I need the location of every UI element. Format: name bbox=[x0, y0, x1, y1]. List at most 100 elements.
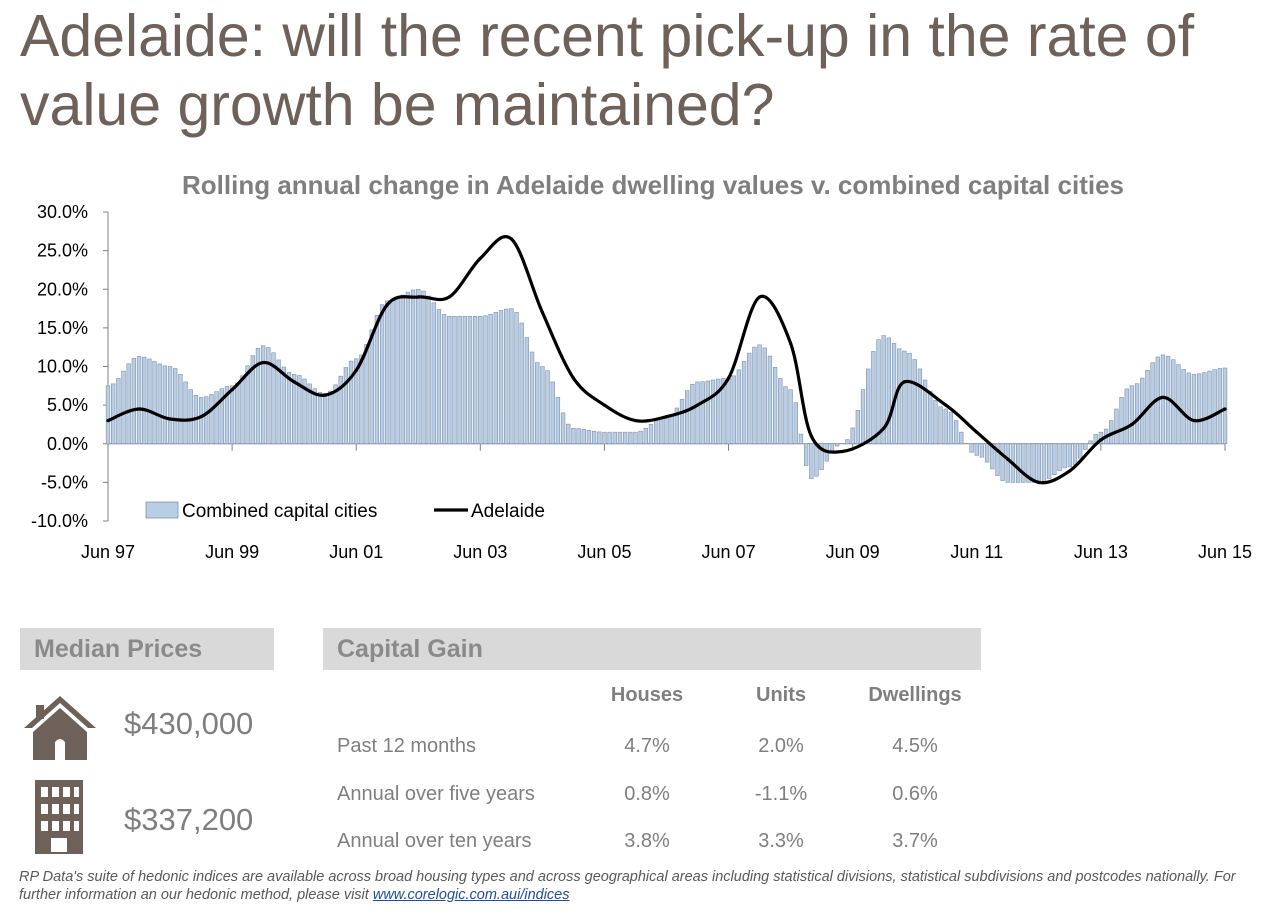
bar bbox=[1026, 443, 1031, 483]
bar bbox=[591, 430, 597, 445]
chart-legend: Combined capital cities Adelaide bbox=[145, 501, 545, 522]
x-tick-label: Jun 05 bbox=[577, 542, 631, 562]
bar bbox=[1207, 370, 1212, 445]
line-point bbox=[137, 407, 141, 411]
line-point bbox=[416, 295, 420, 299]
line-point bbox=[1037, 480, 1041, 484]
bar bbox=[809, 443, 814, 479]
bar bbox=[379, 304, 385, 445]
bar bbox=[405, 291, 411, 445]
bar bbox=[209, 394, 214, 445]
x-tick-label: Jun 09 bbox=[826, 542, 880, 562]
line-point bbox=[840, 449, 844, 454]
bar bbox=[359, 354, 364, 445]
unit-median-price: $337,200 bbox=[124, 802, 254, 837]
line-point bbox=[1068, 469, 1072, 473]
bar bbox=[535, 362, 540, 445]
bar bbox=[131, 358, 137, 445]
table-cell: 3.8% bbox=[624, 830, 670, 852]
line-point bbox=[1006, 457, 1010, 461]
y-tick-label: -10.0% bbox=[31, 511, 88, 531]
line-point bbox=[323, 393, 327, 397]
bar bbox=[364, 343, 369, 445]
bar bbox=[183, 381, 188, 445]
bar bbox=[1114, 408, 1119, 445]
bar bbox=[803, 443, 809, 466]
bar bbox=[266, 347, 271, 445]
y-tick-label: 0.0% bbox=[47, 434, 88, 454]
bar bbox=[328, 390, 333, 445]
bar bbox=[648, 424, 654, 445]
line-point bbox=[1192, 419, 1196, 423]
bar bbox=[462, 315, 467, 445]
column-header-houses: Houses bbox=[610, 684, 684, 706]
bar bbox=[731, 375, 736, 445]
bar bbox=[229, 385, 235, 445]
x-tick-label: Jun 97 bbox=[81, 542, 135, 562]
bar bbox=[716, 378, 721, 445]
bar bbox=[607, 431, 612, 445]
line-point bbox=[664, 415, 669, 419]
line-point bbox=[261, 361, 265, 365]
bar bbox=[617, 431, 623, 445]
x-tick-label: Jun 07 bbox=[702, 542, 756, 562]
line-point bbox=[695, 403, 700, 407]
bar bbox=[173, 368, 178, 445]
bar bbox=[876, 339, 881, 445]
y-tick-label: 20.0% bbox=[37, 279, 88, 299]
bar bbox=[747, 352, 752, 445]
bar bbox=[571, 427, 576, 445]
bar bbox=[959, 431, 964, 445]
bar bbox=[457, 315, 462, 445]
bar bbox=[550, 381, 555, 445]
bar bbox=[555, 397, 561, 445]
bar bbox=[943, 408, 948, 445]
bar bbox=[736, 369, 742, 445]
y-tick-label: 5.0% bbox=[47, 395, 88, 415]
bar bbox=[1124, 388, 1129, 445]
bar bbox=[302, 378, 307, 445]
x-tick-label: Jun 99 bbox=[205, 542, 259, 562]
bar bbox=[767, 355, 773, 445]
bar bbox=[1072, 443, 1078, 465]
bar bbox=[374, 315, 380, 445]
bar bbox=[219, 388, 224, 445]
bar bbox=[664, 416, 669, 445]
bar bbox=[250, 355, 255, 445]
line-point bbox=[633, 419, 638, 423]
bar bbox=[933, 400, 938, 445]
table-cell: 3.7% bbox=[892, 830, 938, 852]
row-label-past-12-months: Past 12 months bbox=[337, 735, 476, 757]
bar bbox=[860, 389, 866, 445]
line-point bbox=[571, 376, 576, 380]
bar bbox=[467, 315, 473, 445]
bar bbox=[886, 337, 892, 445]
bar bbox=[1119, 397, 1124, 445]
bar bbox=[260, 345, 266, 445]
legend-label-adelaide: Adelaide bbox=[471, 501, 545, 522]
bar bbox=[695, 381, 700, 445]
legend-swatch-combined bbox=[145, 501, 179, 519]
bar bbox=[317, 391, 323, 445]
bar bbox=[798, 433, 804, 445]
bar bbox=[576, 428, 581, 445]
chart-title: Rolling annual change in Adelaide dwelli… bbox=[182, 170, 1124, 200]
bar bbox=[690, 383, 695, 445]
bar bbox=[493, 312, 499, 445]
bar bbox=[385, 300, 390, 445]
bar bbox=[721, 378, 726, 445]
bar bbox=[529, 351, 535, 445]
corelogic-indices-link[interactable]: www.corelogic.com.aui/indices bbox=[372, 887, 570, 903]
bar bbox=[897, 348, 902, 445]
bar bbox=[969, 443, 974, 453]
bar-series-combined-capital-cities bbox=[105, 288, 1228, 483]
bar bbox=[922, 379, 928, 445]
line-point bbox=[902, 380, 907, 384]
bar bbox=[819, 443, 824, 471]
bar bbox=[612, 431, 617, 445]
bar bbox=[204, 396, 209, 445]
capital-gain-header: Capital Gain bbox=[323, 628, 981, 670]
bar bbox=[1160, 354, 1166, 445]
table-cell: 2.0% bbox=[758, 735, 804, 757]
column-header-units: Units bbox=[756, 684, 806, 706]
